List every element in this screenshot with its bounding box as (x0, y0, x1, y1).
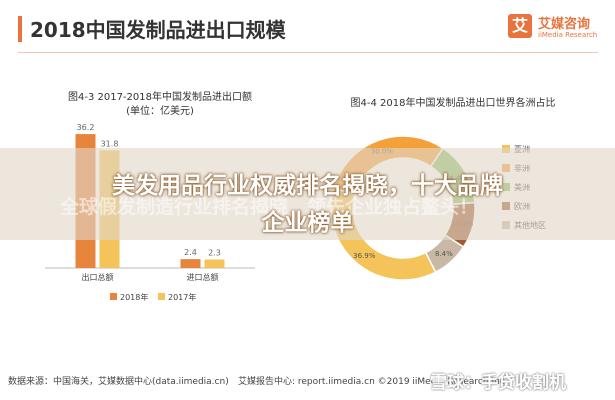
bar-chart-subtitle: (单位：亿美元) (126, 106, 194, 117)
bar-chart-title: 图4-3 2017-2018年中国发制品进出口额 (67, 92, 253, 103)
data-source: 数据来源：中国海关，艾媒数据中心(data.iimedia.cn) (8, 377, 229, 387)
report-center: 艾媒报告中心: report.iimedia.cn ©2019 iiMedia … (238, 377, 505, 387)
bar-value-label: 31.8 (101, 139, 119, 148)
overlay-subline: 全球假发制造行业排名揭晓，领先企业独占鳌头！ (60, 196, 479, 218)
overlay-headline-line2: 企业榜单 (261, 210, 354, 236)
category-label: 出口总额 (82, 272, 114, 282)
pie-value-label: 36.9% (353, 252, 376, 260)
bar-value-label: 2.3 (208, 248, 221, 257)
legend-label: 2017年 (168, 292, 196, 302)
bar-2018年-进口总额 (180, 259, 201, 268)
header-divider (18, 52, 598, 53)
pie-value-label: 8.4% (435, 250, 453, 258)
legend-label: 2018年 (120, 292, 148, 302)
page-title: 2018中国发制品进出口规模 (30, 18, 286, 42)
xueqiu-watermark: 雪球：手贷收割机 (430, 373, 566, 393)
iimedia-logo-icon: 艾 (508, 14, 532, 38)
pie-chart-title: 图4-4 2018年中国发制品进出口世界各洲占比 (350, 98, 556, 109)
title-accent-bar (18, 16, 22, 42)
category-label: 进口总额 (187, 272, 219, 282)
logo-subtitle: iiMedia Research (538, 31, 598, 39)
report-header: 2018中国发制品进出口规模 艾 艾媒咨询 iiMedia Research (0, 0, 615, 62)
legend-swatch (158, 293, 165, 300)
bar-value-label: 2.4 (184, 248, 197, 257)
headline-overlay (0, 148, 615, 240)
overlay-headline-line1: 美发用品行业权威排名揭晓，十大品牌 (112, 173, 503, 199)
bar-value-label: 36.2 (77, 123, 95, 132)
bar-2017年-进口总额 (204, 259, 225, 268)
legend-swatch (110, 293, 117, 300)
logo-name: 艾媒咨询 (538, 17, 591, 32)
